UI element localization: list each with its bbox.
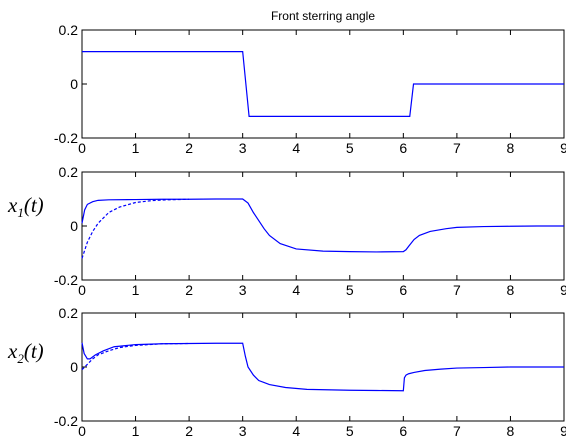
subplot-3: 0 1 2 3 4 5 6 7 8 90.20-0.2x2(t) — [7, 305, 566, 439]
y-tick-label: 0 — [70, 76, 78, 92]
x-tick-label: 4 — [292, 423, 300, 439]
x-tick-label: 1 — [132, 140, 140, 156]
series-line-2 — [81, 342, 190, 371]
y-tick-label: 0 — [70, 218, 78, 234]
x-tick-label: 2 — [185, 423, 193, 439]
y-tick-label: 0.2 — [59, 22, 79, 38]
y-axis-label-subscript: 1 — [17, 205, 24, 220]
chart-title: Front sterring angle — [271, 9, 375, 23]
series-line-1 — [81, 342, 564, 392]
series-line-1 — [82, 51, 564, 117]
y-axis-label-tail: (t) — [24, 193, 44, 217]
y-tick-label: -0.2 — [54, 130, 78, 146]
x-tick-label: 6 — [399, 140, 407, 156]
x-tick-label: 1 — [132, 423, 140, 439]
y-axis-label: x2(t) — [7, 339, 44, 366]
y-axis-label-tail: (t) — [24, 339, 44, 363]
x-tick-label: 2 — [185, 140, 193, 156]
x-tick-label: 8 — [507, 140, 515, 156]
x-tick-label: 3 — [239, 140, 247, 156]
x-tick-label: 5 — [346, 140, 354, 156]
x-tick-label: 6 — [399, 282, 407, 298]
y-tick-label: 0 — [70, 359, 78, 375]
x-tick-label: 0 — [78, 423, 86, 439]
y-tick-label: -0.2 — [54, 272, 78, 288]
x-tick-label: 7 — [453, 423, 461, 439]
y-axis-label: x1(t) — [7, 193, 44, 220]
y-tick-label: 0.2 — [59, 305, 79, 321]
series-line-1 — [81, 198, 564, 253]
x-tick-label: 2 — [185, 282, 193, 298]
x-tick-label: 4 — [292, 282, 300, 298]
x-tick-label: 5 — [346, 282, 354, 298]
x-tick-label: 3 — [239, 423, 247, 439]
y-axis-label-subscript: 2 — [17, 351, 24, 366]
y-axis-label-main: x — [7, 339, 18, 363]
x-tick-label: 0 — [78, 282, 86, 298]
x-tick-label: 7 — [453, 282, 461, 298]
y-tick-label: 0.2 — [59, 164, 79, 180]
x-tick-label: 6 — [399, 423, 407, 439]
x-tick-label: 3 — [239, 282, 247, 298]
x-tick-label: 4 — [292, 140, 300, 156]
x-tick-label: 1 — [132, 282, 140, 298]
x-tick-label: 9 — [560, 282, 566, 298]
y-tick-label: -0.2 — [54, 413, 78, 429]
y-axis-label-main: x — [7, 193, 18, 217]
x-tick-label: 8 — [507, 282, 515, 298]
x-tick-label: 5 — [346, 423, 354, 439]
x-tick-label: 9 — [560, 423, 566, 439]
x-tick-label: 0 — [78, 140, 86, 156]
x-tick-label: 8 — [507, 423, 515, 439]
x-tick-label: 7 — [453, 140, 461, 156]
subplot-2: 0 1 2 3 4 5 6 7 8 90.20-0.2x1(t) — [7, 164, 566, 298]
x-tick-label: 9 — [560, 140, 566, 156]
